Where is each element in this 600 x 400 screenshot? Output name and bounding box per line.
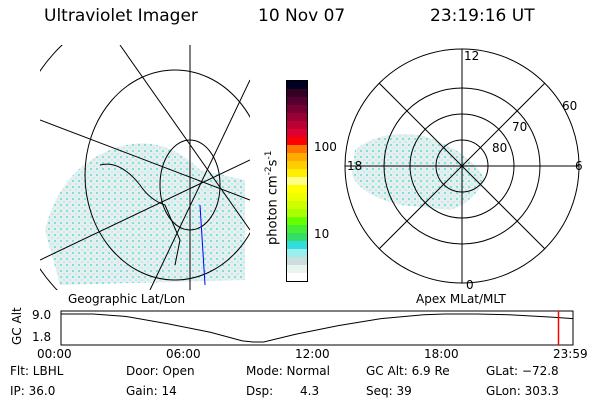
colorbar — [286, 80, 308, 282]
instrument-title: Ultraviolet Imager — [44, 6, 198, 26]
colorbar-band — [287, 153, 307, 161]
ip-status: IP: 36.0 — [10, 384, 56, 398]
door-status: Door: Open — [126, 364, 195, 378]
glon-status: GLon: 303.3 — [486, 384, 559, 398]
apex-label: Apex MLat/MLT — [416, 292, 506, 306]
xtick-24: 23:59 — [553, 347, 588, 361]
mlt-6: 6 — [575, 159, 583, 173]
colorbar-band — [287, 193, 307, 201]
colorbar-band — [287, 121, 307, 129]
colorbar-band — [287, 145, 307, 153]
xtick-6: 06:00 — [166, 347, 201, 361]
colorbar-band — [287, 129, 307, 137]
dsp-label: Dsp: — [246, 384, 274, 398]
gain-status: Gain: 14 — [126, 384, 177, 398]
colorbar-band — [287, 81, 307, 89]
colorbar-band — [287, 177, 307, 185]
xtick-12: 12:00 — [295, 347, 330, 361]
colorbar-band — [287, 105, 307, 113]
colorbar-band — [287, 241, 307, 249]
dsp-value: 4.3 — [300, 384, 320, 398]
colorbar-band — [287, 161, 307, 169]
altitude-line — [61, 313, 574, 343]
xtick-0: 00:00 — [37, 347, 72, 361]
mlt-12: 12 — [464, 49, 479, 63]
mlt-18: 18 — [347, 159, 362, 173]
mlt-0: 0 — [466, 278, 474, 292]
colorbar-band — [287, 209, 307, 217]
lat-60: 60 — [562, 99, 577, 113]
colorbar-band — [287, 265, 307, 273]
colorbar-band — [287, 233, 307, 241]
colorbar-band — [287, 185, 307, 193]
mode-status: Mode: Normal — [246, 364, 330, 378]
altitude-plot-frame — [60, 310, 574, 346]
colorbar-band — [287, 257, 307, 265]
xtick-18: 18:00 — [424, 347, 459, 361]
colorbar-band — [287, 113, 307, 121]
lat-70: 70 — [512, 120, 527, 134]
colorbar-band — [287, 249, 307, 257]
colorbar-band — [287, 97, 307, 105]
colorbar-band — [287, 217, 307, 225]
colorbar-band — [287, 201, 307, 209]
ytick-9: 9.0 — [32, 308, 51, 322]
colorbar-tick-100: 100 — [314, 140, 337, 154]
colorbar-band — [287, 137, 307, 145]
altitude-ylabel: GC Alt — [10, 307, 24, 345]
colorbar-band — [287, 89, 307, 97]
colorbar-band — [287, 169, 307, 177]
ytick-1-8: 1.8 — [32, 330, 51, 344]
glat-status: GLat: −72.8 — [486, 364, 559, 378]
lat-80: 80 — [492, 141, 507, 155]
date-label: 10 Nov 07 — [258, 6, 346, 26]
filter-status: Flt: LBHL — [10, 364, 64, 378]
seq-status: Seq: 39 — [366, 384, 412, 398]
geographic-label: Geographic Lat/Lon — [68, 292, 185, 306]
colorbar-band — [287, 273, 307, 281]
colorbar-tick-10: 10 — [314, 227, 330, 241]
colorbar-band — [287, 225, 307, 233]
gc-alt-status: GC Alt: 6.9 Re — [366, 364, 450, 378]
time-label: 23:19:16 UT — [430, 6, 535, 26]
